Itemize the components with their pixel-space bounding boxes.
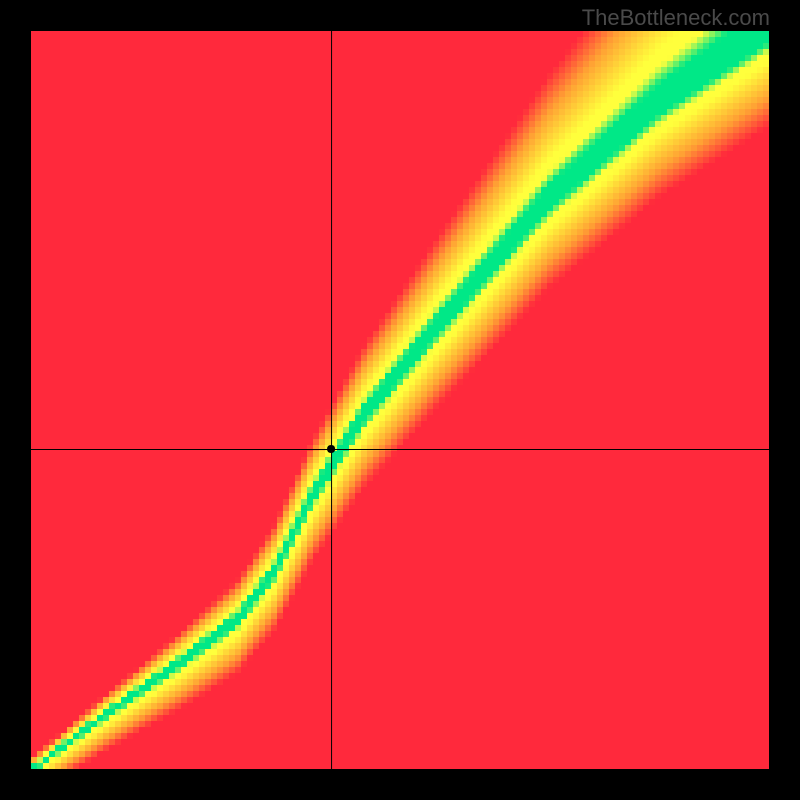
- chart-container: TheBottleneck.com: [0, 0, 800, 800]
- heatmap-canvas: [0, 0, 800, 800]
- watermark-text: TheBottleneck.com: [582, 5, 770, 31]
